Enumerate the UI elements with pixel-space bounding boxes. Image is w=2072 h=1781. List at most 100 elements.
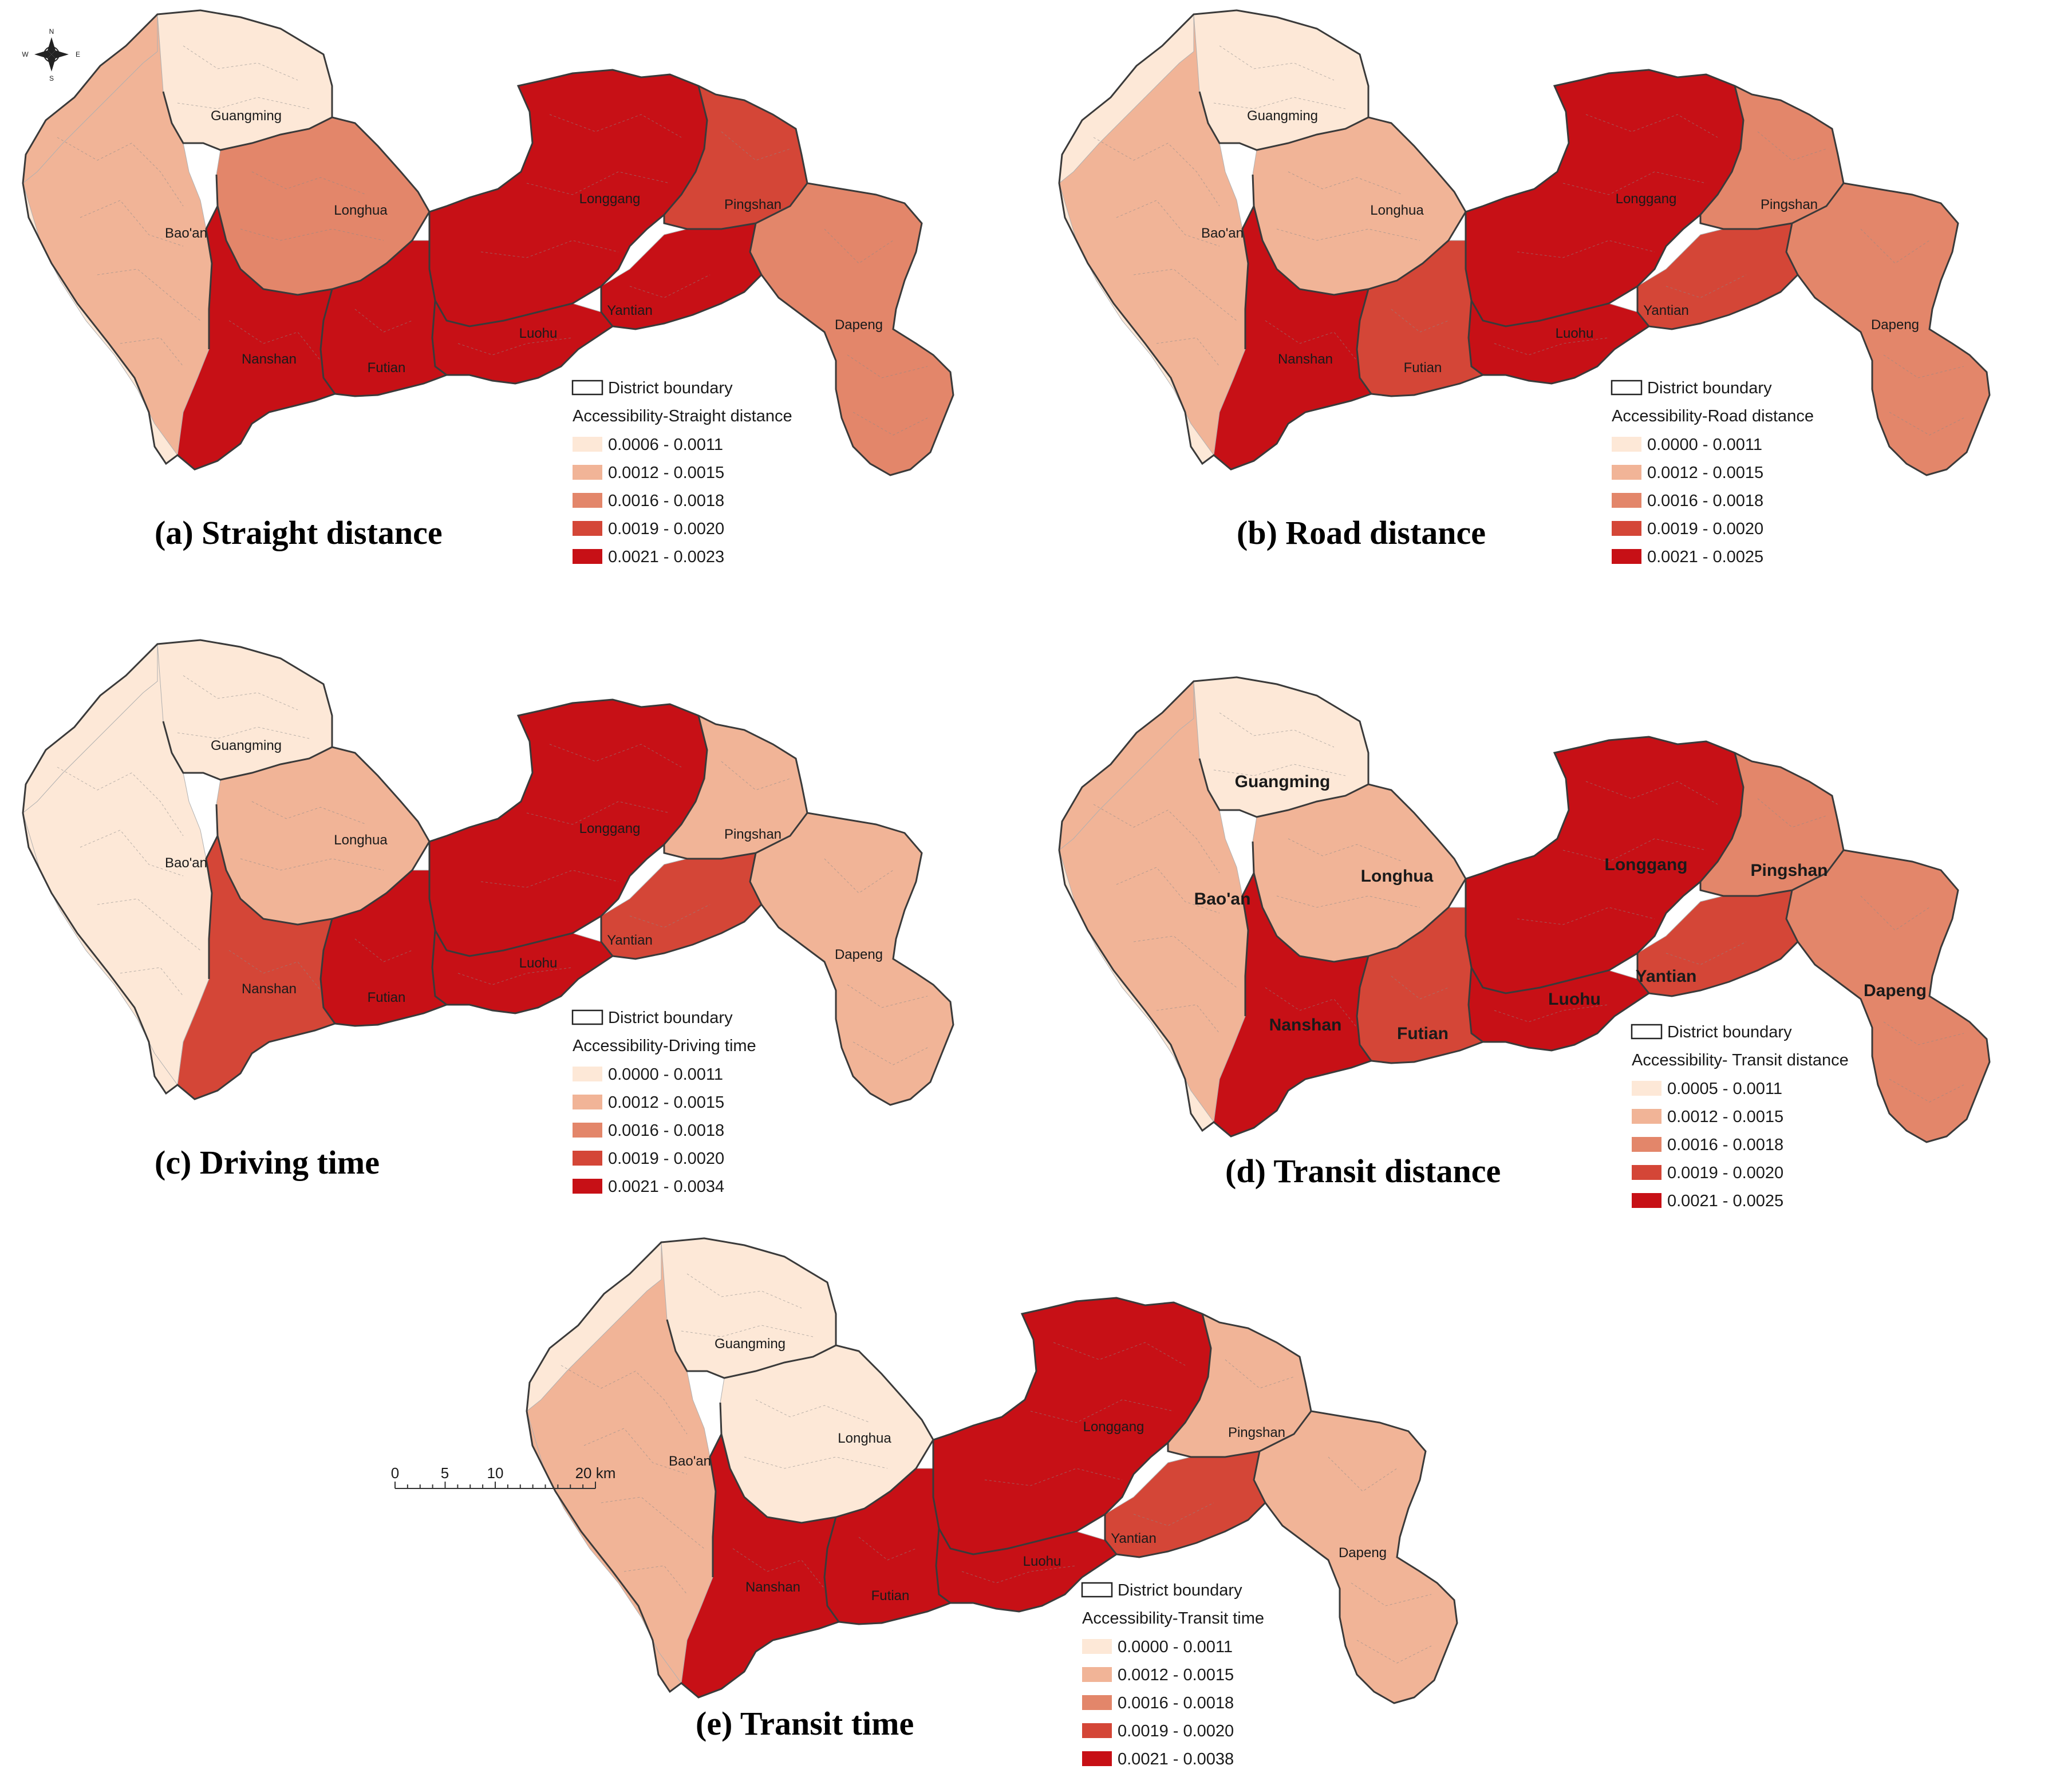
district-label: Longhua [334,832,388,848]
legend-class-label: 0.0012 - 0.0015 [1647,464,1763,482]
legend-class-label: 0.0016 - 0.0018 [1667,1136,1783,1154]
legend-swatch [1082,1667,1112,1682]
district-label: Futian [1404,360,1442,376]
map-panel-e: Guangming Bao'an Longhua Longgang Pingshan Da… [526,1237,1458,1768]
legend: District boundary Accessibility-Straight … [571,379,792,566]
district-label: Dapeng [1339,1545,1387,1561]
map-title: (b) Road distance [1237,514,1486,551]
legend-swatch [1612,437,1641,452]
legend-swatch [573,1151,602,1166]
district-label: Longgang [579,191,641,207]
choropleth-map: Guangming Bao'an Longhua Longgang Pingshan Da… [22,9,954,476]
district-label: Guangming [715,1336,786,1352]
legend: District boundary Accessibility- Transit … [1631,1023,1849,1210]
compass-w: W [22,50,29,58]
legend-boundary-label: District boundary [608,379,733,397]
legend-class-label: 0.0019 - 0.0020 [608,520,724,538]
legend-title: Accessibility-Driving time [573,1037,756,1055]
compass-icon [34,37,69,72]
district-label: Nanshan [745,1579,800,1595]
district-label: Luohu [519,326,558,341]
legend-title: Accessibility-Transit time [1082,1609,1264,1628]
district-label: Longgang [1616,191,1677,207]
legend-boundary-swatch [1081,1582,1113,1598]
legend-class-label: 0.0012 - 0.0015 [1667,1108,1783,1126]
district-label: Futian [1397,1024,1449,1043]
legend-class-label: 0.0000 - 0.0011 [608,1065,723,1084]
legend-title: Accessibility-Straight distance [573,407,792,425]
legend-class-label: 0.0016 - 0.0018 [1118,1694,1234,1712]
district-label: Yantian [607,303,653,318]
district-label: Nanshan [1278,352,1333,367]
legend-swatch [573,1095,602,1109]
scale-bar: 0 5 10 20 km [391,1464,616,1489]
legend-class-label: 0.0012 - 0.0015 [608,464,724,482]
legend-class-label: 0.0016 - 0.0018 [1647,492,1763,510]
choropleth-map: Guangming Bao'an Longhua Longgang Pingshan Da… [1058,9,1991,476]
legend-swatch [1082,1695,1112,1710]
district-label: Longhua [838,1431,891,1446]
legend-swatch [573,493,602,508]
legend-class-label: 0.0006 - 0.0011 [608,436,723,454]
district-label: Dapeng [835,947,883,962]
district-label: Luohu [519,955,558,971]
choropleth-map: Guangming Bao'an Longhua Longgang Pingshan Da… [526,1237,1458,1704]
district-label: Futian [368,360,406,376]
map-title: (a) Straight distance [155,514,443,551]
district-label: Luohu [1548,990,1601,1009]
legend-class-label: 0.0021 - 0.0025 [1667,1192,1783,1210]
choropleth-map: Guangming Bao'an Longhua Longgang Pingshan Da… [22,639,954,1106]
legend-swatch [573,1179,602,1194]
legend-class-label: 0.0021 - 0.0025 [1647,548,1763,566]
district-label: Longhua [1370,203,1424,218]
district-label: Longgang [579,821,641,836]
scale-label-20: 20 km [575,1464,616,1482]
legend-boundary-label: District boundary [1118,1581,1242,1600]
district-label: Luohu [1556,326,1594,341]
district-label: Longgang [1605,855,1688,874]
legend-class-label: 0.0019 - 0.0020 [1647,520,1763,538]
legend-class-label: 0.0019 - 0.0020 [1667,1164,1783,1182]
legend-swatch [1632,1165,1661,1180]
district-label: Longhua [1361,867,1434,886]
district-label: Guangming [211,738,282,753]
legend-swatch [1632,1109,1661,1124]
district-label: Pingshan [724,197,782,212]
district-label: Longhua [334,203,388,218]
legend-class-label: 0.0021 - 0.0023 [608,548,724,566]
legend-boundary-label: District boundary [608,1009,733,1027]
legend-class-label: 0.0012 - 0.0015 [1118,1666,1234,1684]
legend: District boundary Accessibility-Driving t… [571,1009,756,1196]
district-label: Guangming [1247,108,1318,124]
district-label: Futian [871,1588,910,1604]
district-label: Nanshan [242,352,297,367]
legend-swatch [1612,493,1641,508]
legend-swatch [1612,549,1641,564]
north-arrow: N S E W [22,27,80,82]
compass-n: N [49,27,54,35]
legend-title: Accessibility-Road distance [1612,407,1814,425]
legend-swatch [573,1067,602,1081]
legend-swatch [573,549,602,564]
district-label: Luohu [1023,1554,1061,1569]
legend-swatch [1082,1751,1112,1766]
legend-swatch [1612,465,1641,480]
district-label: Guangming [1235,772,1331,791]
district-label: Dapeng [1864,981,1927,1000]
legend-class-label: 0.0019 - 0.0020 [1118,1722,1234,1740]
district-label: Yantian [607,933,653,948]
district-label: Guangming [211,108,282,124]
legend-class-label: 0.0021 - 0.0034 [608,1178,724,1196]
legend-boundary-swatch [1611,380,1643,396]
legend-swatch [573,1123,602,1138]
district-label: Longgang [1083,1419,1144,1435]
map-panel-a: Guangming Bao'an Longhua Longgang Pingshan Da… [22,9,954,566]
legend-swatch [1612,521,1641,536]
district-label: Yantian [1643,303,1689,318]
legend-swatch [1632,1137,1661,1152]
district-label: Pingshan [724,827,782,842]
map-panel-b: Guangming Bao'an Longhua Longgang Pingshan Da… [1058,9,1991,566]
legend-swatch [573,521,602,536]
legend-title: Accessibility- Transit distance [1632,1051,1849,1069]
legend-class-label: 0.0012 - 0.0015 [608,1093,724,1112]
